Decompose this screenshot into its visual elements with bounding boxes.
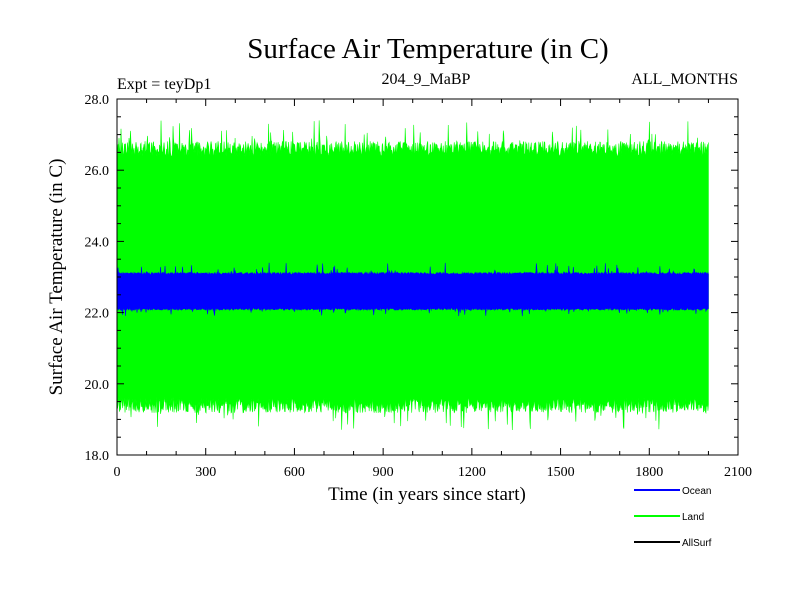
y-tick-label: 20.0	[85, 378, 110, 393]
experiment-label: Expt = teyDp1	[117, 76, 211, 93]
series-group	[117, 120, 709, 430]
x-tick-label: 1200	[458, 465, 486, 480]
legend: Ocean Land AllSurf	[634, 486, 712, 549]
x-tick-label: 2100	[724, 465, 752, 480]
x-tick-label: 600	[284, 465, 305, 480]
period-label: 204_9_MaBP	[382, 71, 471, 88]
x-tick-label: 1500	[547, 465, 575, 480]
x-axis: 0 300 600 900 1200 1500 1800 2100	[114, 99, 752, 480]
legend-label-allsurf: AllSurf	[682, 538, 712, 549]
y-tick-label: 26.0	[85, 164, 110, 179]
x-tick-label: 0	[114, 465, 121, 480]
series-ocean-band	[117, 262, 709, 317]
y-tick-label: 28.0	[85, 93, 110, 108]
months-label: ALL_MONTHS	[631, 71, 738, 88]
y-tick-label: 18.0	[85, 449, 110, 464]
x-tick-label: 1800	[635, 465, 663, 480]
y-axis: 18.0 20.0 22.0 24.0 26.0 28.0	[85, 93, 738, 464]
x-tick-label: 900	[373, 465, 394, 480]
y-axis-title: Surface Air Temperature (in C)	[46, 159, 67, 396]
x-axis-title: Time (in years since start)	[328, 484, 526, 505]
y-tick-label: 22.0	[85, 307, 110, 322]
legend-label-ocean: Ocean	[682, 486, 711, 497]
chart-title: Surface Air Temperature (in C)	[247, 33, 608, 65]
y-tick-label: 24.0	[85, 235, 110, 250]
legend-label-land: Land	[682, 512, 704, 523]
x-tick-label: 300	[195, 465, 216, 480]
